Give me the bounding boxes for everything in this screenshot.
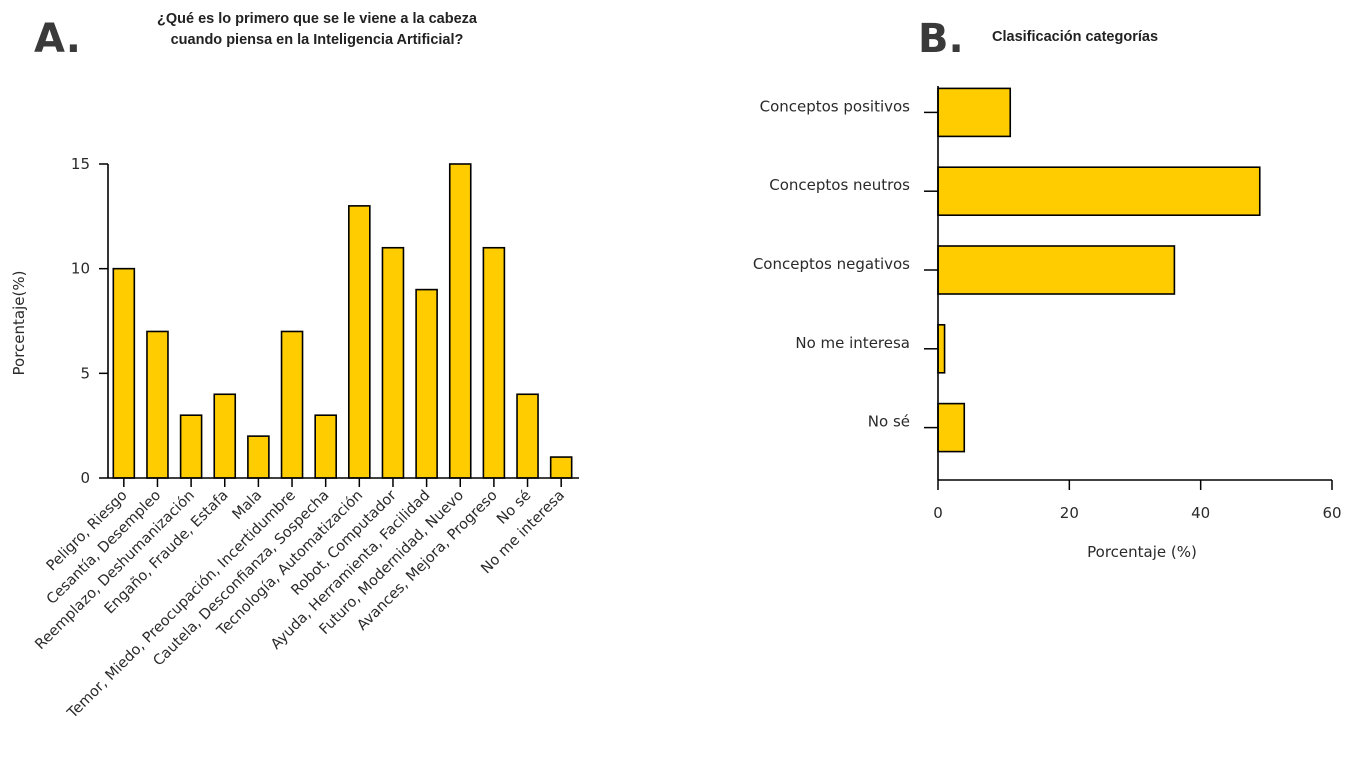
bar [146,330,169,479]
y-tick-label: No me interesa [795,334,910,352]
x-tick-label: 40 [1191,504,1210,522]
panel-b-bars [937,87,1261,453]
y-tick-label: Conceptos negativos [753,255,910,273]
bar [415,288,438,479]
bar [937,245,1176,295]
x-tick-label: 20 [1060,504,1079,522]
chart-panel-b: B. Clasificación categorías Porcentaje (… [753,16,1342,561]
y-tick-label: 10 [71,260,90,278]
x-tick-label: 0 [933,504,943,522]
bar [549,456,573,479]
bar [314,414,337,479]
y-tick-label: Conceptos neutros [769,176,910,194]
bar [381,246,405,479]
y-tick-label: 0 [80,469,90,487]
panel-a-bars [112,163,573,479]
y-tick-label: Conceptos positivos [760,97,911,115]
bar [112,267,136,479]
panel-a-letter: A. [34,16,81,62]
x-tick-label: 60 [1322,504,1341,522]
panel-a-title-line-2: cuando piensa en la Inteligencia Artific… [171,32,464,48]
bar [937,402,966,453]
bar [348,205,371,479]
bar [448,163,472,479]
panel-a-y-axis-label: Porcentaje(%) [10,271,28,376]
bar [213,393,237,479]
y-tick-label: 15 [71,155,90,173]
panel-b-x-axis-label: Porcentaje (%) [1087,543,1197,561]
panel-b-axes: Conceptos positivos Conceptos neutros Conc… [753,86,1342,522]
bar [516,393,539,479]
y-tick-label: 5 [80,364,90,382]
panel-b-letter: B. [918,16,964,62]
bar [280,330,304,479]
y-tick-label: No sé [868,413,910,431]
panel-b-title: Clasificación categorías [992,29,1158,45]
bar [247,435,270,479]
chart-panel-a: A. ¿Qué es lo primero que se le viene a … [10,11,579,722]
bar [937,87,1012,138]
bar [482,246,506,479]
bar [179,414,203,479]
bar [937,323,946,374]
bar [937,166,1261,216]
panel-a-title-line-1: ¿Qué es lo primero que se le viene a la … [157,11,478,27]
